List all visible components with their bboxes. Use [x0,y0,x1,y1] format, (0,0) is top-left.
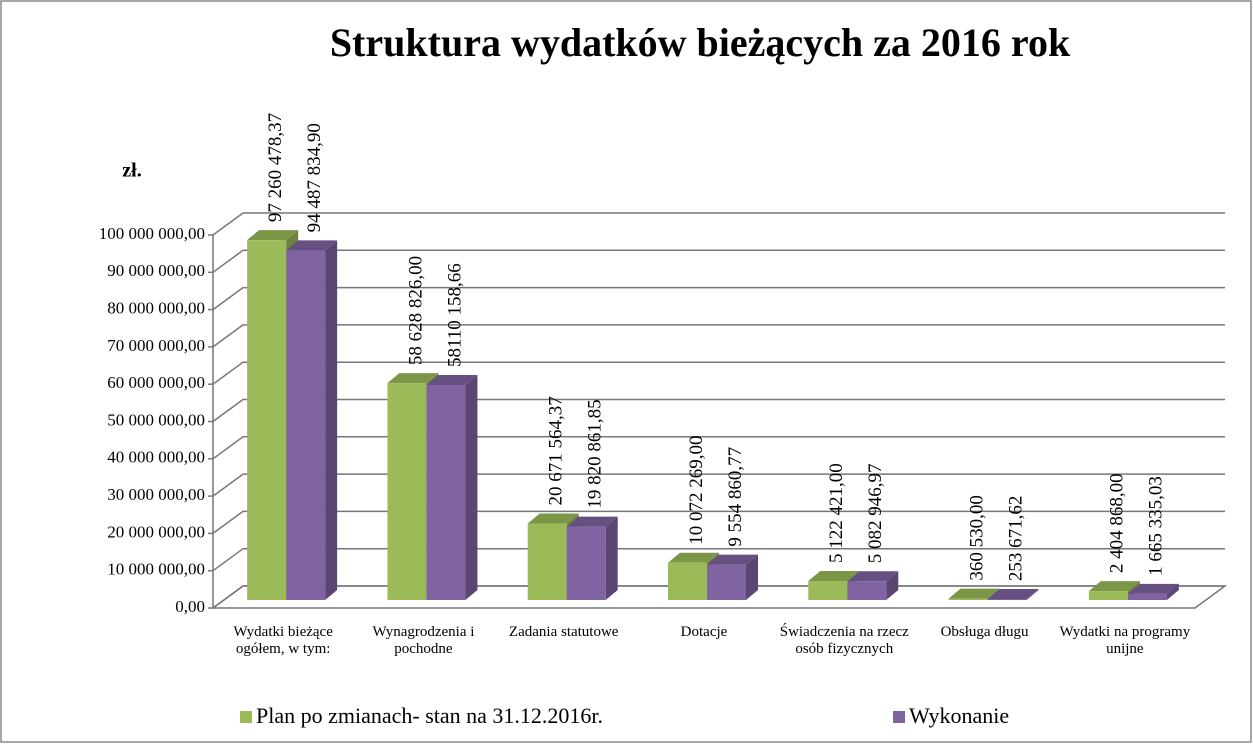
data-label: 360 530,00 [966,495,987,581]
x-tick-label: Wydatki na programy unijne [1059,624,1191,657]
bar-face [886,571,899,600]
bar [566,516,618,600]
bar [1127,583,1179,600]
x-tick-label: Wynagrodzenia i pochodne [372,624,475,657]
bar-face [668,552,719,563]
chart-title: Struktura wydatków bieżących za 2016 rok [330,20,1071,65]
bar-face [1166,583,1179,600]
bar [707,554,758,600]
bar-face [286,240,338,251]
grid-line [212,286,1225,311]
x-tick-label: Wydatki bieżące ogółem, w tym: [233,624,333,657]
bar-face [1127,583,1179,594]
grid-line [212,212,1225,236]
y-tick-label: 20 000 000,00 [107,522,205,541]
x-tick-label: Świadczenia na rzecz osób fizycznych [779,624,909,657]
bar-face [566,516,618,527]
bar [987,589,1039,600]
bar-face [465,374,478,600]
bar [1088,581,1140,600]
grid-line [212,361,1225,385]
bar-face [707,554,758,565]
bar-face [387,373,439,384]
y-tick-label: 50 000 000,00 [107,410,205,429]
bar [847,571,899,600]
bar-face [707,564,746,600]
bar-face [668,562,707,600]
bar-face [1088,581,1140,592]
bar-face [847,571,899,582]
bar-face [426,384,466,600]
data-label: 58 628 826,00 [405,256,426,365]
legend-swatch [893,711,905,723]
data-label: 5 082 946,97 [865,463,886,563]
y-tick-label: 100 000 000,00 [99,224,205,243]
data-label: 19 820 861,85 [585,399,606,508]
legend-label: Plan po zmianach- stan na 31.12.2016r. [256,703,603,728]
y-axis-label: zł. [122,160,141,182]
y-tick-label: 60 000 000,00 [107,373,205,392]
bar-face [325,240,338,600]
bar-face [746,554,758,600]
bar-face [426,374,478,385]
bar-face [1127,593,1167,600]
data-label: 253 671,62 [1005,496,1026,582]
data-label: 20 671 564,37 [546,396,567,505]
grid-line [212,324,1225,348]
bar-face [527,523,567,600]
legend-swatch [240,711,252,723]
grid-line [212,398,1225,423]
x-tick-label: Obsługa długu [940,624,1029,640]
bar-face [605,516,618,600]
bar-face [948,598,988,600]
bar-face [1088,591,1128,600]
bar-face [1026,589,1039,600]
data-label: 2 404 868,00 [1107,473,1128,573]
grid-line [212,547,1225,572]
bar-face [948,588,1000,599]
bar-face [527,513,579,524]
y-tick-label: 70 000 000,00 [107,336,205,355]
grid-line [212,436,1225,460]
bar [286,240,338,600]
bar-face [987,599,1027,600]
bar-face [247,240,287,600]
y-tick-label: 30 000 000,00 [107,485,205,504]
bar-face [987,589,1039,600]
data-label: 1 665 335,03 [1146,476,1167,576]
bar-face [566,526,606,600]
bar-face [286,250,326,600]
legend-label: Wykonanie [909,703,1009,728]
bar-face [808,571,860,582]
bar-face [847,581,887,600]
grid-line [212,249,1225,273]
data-label: 94 487 834,90 [304,123,325,232]
y-tick-label: 10 000 000,00 [107,560,205,579]
bar [426,374,478,600]
bar-face [247,230,299,241]
y-tick-label: 0,00 [175,597,205,616]
y-tick-label: 40 000 000,00 [107,448,205,467]
bar-face [387,383,427,600]
x-tick-label: Zadania statutowe [508,624,619,640]
data-label: 58110 158,66 [444,263,465,367]
grid-line [212,510,1225,535]
grid-line [212,473,1225,497]
y-tick-label: 80 000 000,00 [107,299,205,318]
bar-face [808,581,848,600]
data-label: 10 072 269,00 [686,435,707,544]
data-label: 97 260 478,37 [265,113,286,222]
x-tick-label: Dotacje [680,624,728,640]
y-tick-label: 90 000 000,00 [107,261,205,280]
data-label: 5 122 421,00 [826,463,847,563]
data-label: 9 554 860,77 [725,447,746,547]
